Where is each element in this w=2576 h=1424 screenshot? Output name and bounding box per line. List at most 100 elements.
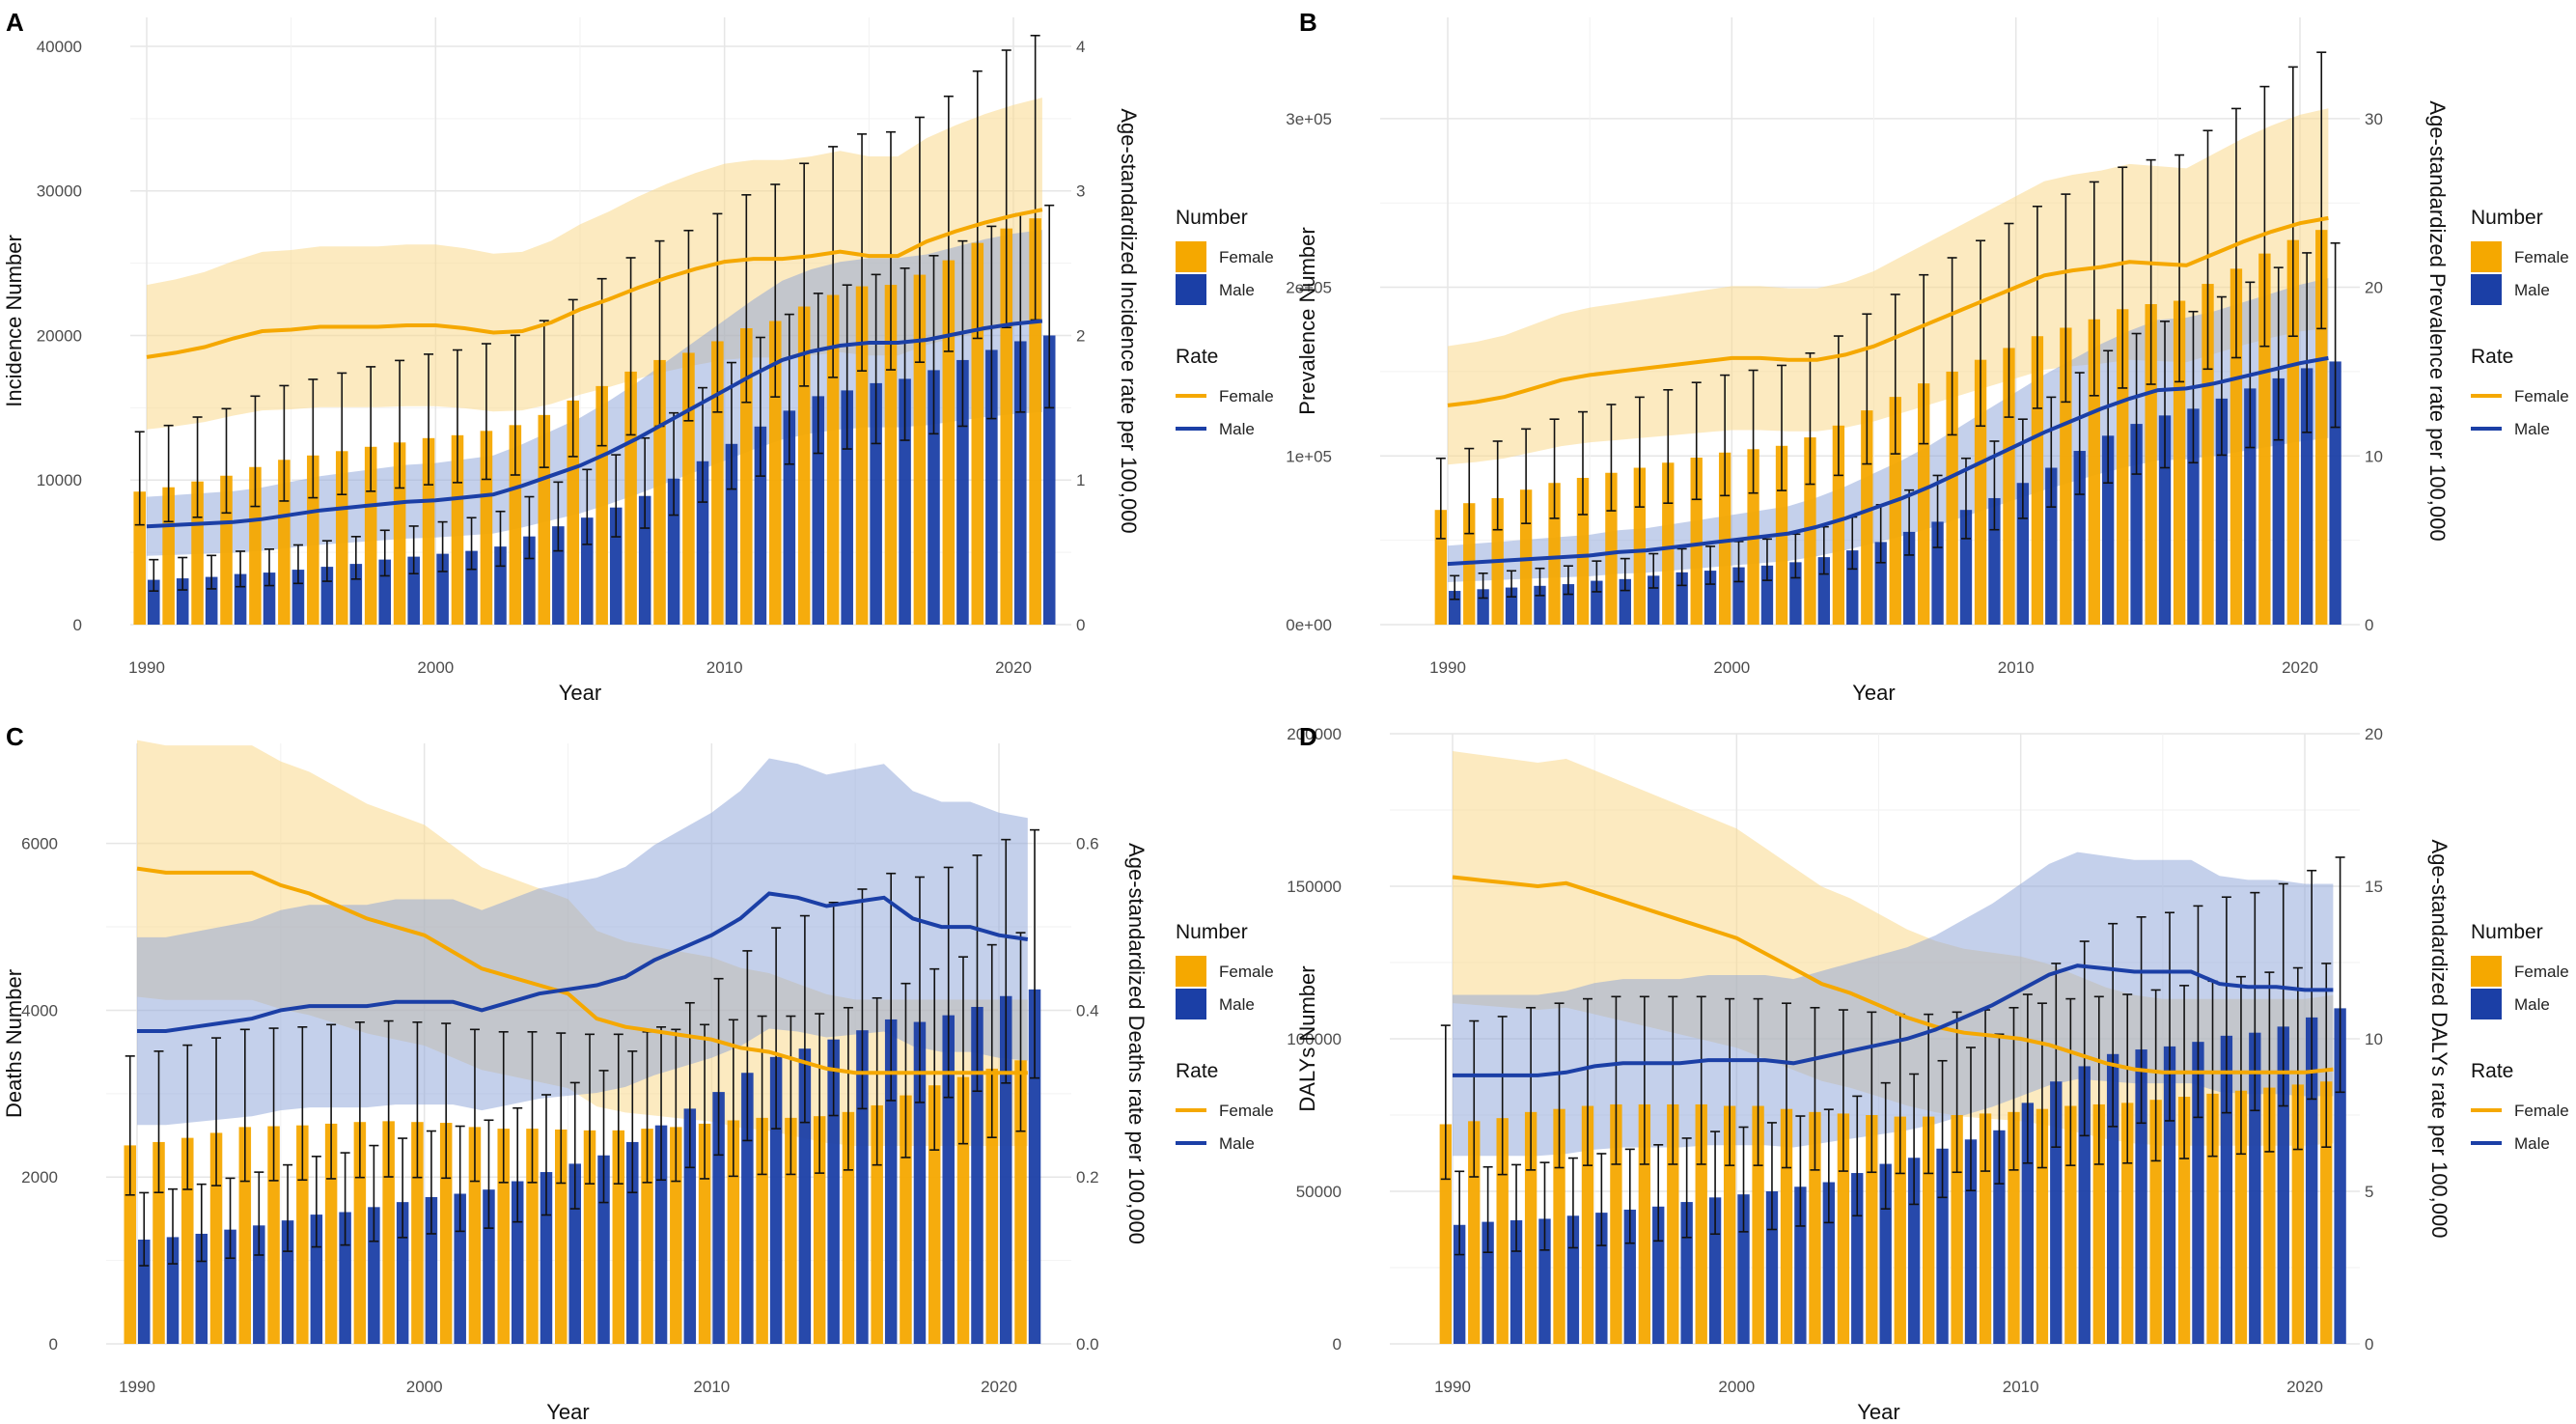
legend-female-label: Female bbox=[2514, 248, 2569, 266]
y-left-axis-label: DALYs Number bbox=[1295, 965, 1319, 1111]
x-tick-label: 1990 bbox=[1434, 1378, 1471, 1396]
y-left-tick-label: 6000 bbox=[21, 835, 58, 853]
legend-male-rate-label: Male bbox=[2514, 1134, 2550, 1153]
x-tick-label: 2000 bbox=[417, 658, 454, 677]
male-rate-line bbox=[1453, 963, 2334, 1077]
legend-male-rate-label: Male bbox=[2514, 420, 2550, 438]
y-right-tick-label: 3 bbox=[1076, 182, 1085, 201]
legend-rate-title: Rate bbox=[1176, 346, 1218, 368]
x-tick-label: 2010 bbox=[1998, 658, 2035, 677]
y-right-tick-label: 4 bbox=[1076, 38, 1085, 56]
legend-female-label: Female bbox=[1219, 248, 1274, 266]
y-right-tick-label: 0.4 bbox=[1076, 1001, 1099, 1019]
panel-label: C bbox=[6, 722, 24, 751]
y-left-axis-label: Incidence Number bbox=[2, 235, 26, 407]
legend: Number Female Male Rate Female Male bbox=[1176, 921, 1274, 1153]
y-right-tick-label: 0.2 bbox=[1076, 1168, 1099, 1187]
legend-male-swatch bbox=[1176, 989, 1206, 1019]
x-tick-label: 2020 bbox=[995, 658, 1032, 677]
x-axis-label: Year bbox=[1857, 1400, 1899, 1424]
y-left-tick-label: 30000 bbox=[37, 182, 82, 201]
x-axis-label: Year bbox=[1852, 681, 1895, 705]
legend-female-swatch bbox=[2471, 241, 2502, 272]
male-rate-line bbox=[137, 891, 1029, 1033]
legend-female-rate-label: Female bbox=[1219, 387, 1274, 405]
error-bars bbox=[125, 828, 1040, 1267]
legend-female-swatch bbox=[1176, 956, 1206, 987]
legend-female-swatch bbox=[2471, 956, 2502, 987]
y-left-tick-label: 20000 bbox=[37, 326, 82, 345]
y-left-axis-label: Deaths Number bbox=[2, 969, 26, 1118]
legend-female-rate-label: Female bbox=[1219, 1102, 1274, 1120]
y-left-tick-label: 0e+00 bbox=[1286, 616, 1332, 634]
x-tick-label: 2000 bbox=[1713, 658, 1750, 677]
x-tick-label: 2010 bbox=[706, 658, 743, 677]
x-tick-label: 2020 bbox=[2286, 1378, 2323, 1396]
y-left-axis-label: Prevalence Number bbox=[1295, 227, 1319, 414]
y-left-tick-label: 1e+05 bbox=[1286, 447, 1332, 465]
panel-label: D bbox=[1299, 722, 1317, 751]
y-right-tick-label: 0.0 bbox=[1076, 1335, 1099, 1354]
y-right-tick-label: 0 bbox=[2365, 1335, 2373, 1354]
y-right-tick-label: 2 bbox=[1076, 326, 1085, 345]
legend-male-swatch bbox=[1176, 274, 1206, 305]
legend-female-label: Female bbox=[1219, 963, 1274, 981]
y-right-tick-label: 15 bbox=[2365, 878, 2383, 896]
x-tick-label: 2020 bbox=[981, 1378, 1017, 1396]
y-right-axis-label: Age-standardized Incidence rate per 100,… bbox=[1117, 108, 1141, 533]
legend-male-swatch bbox=[2471, 274, 2502, 305]
y-right-tick-label: 10 bbox=[2365, 1030, 2383, 1048]
legend-number-title: Number bbox=[1176, 207, 1248, 229]
male-rate-line bbox=[146, 319, 1043, 529]
y-right-tick-label: 20 bbox=[2365, 279, 2383, 297]
x-tick-label: 1990 bbox=[128, 658, 165, 677]
legend-rate-title: Rate bbox=[1176, 1060, 1218, 1082]
panel-b: 0e+00 1e+05 2e+05 3e+05 0 10 20 30 1990 2000 2010 2… bbox=[1286, 8, 2568, 705]
x-tick-label: 2020 bbox=[2282, 658, 2318, 677]
legend-female-label: Female bbox=[2514, 963, 2569, 981]
y-left-tick-label: 10000 bbox=[37, 471, 82, 489]
y-right-axis-label: Age-standardized Deaths rate per 100,000 bbox=[1124, 843, 1149, 1244]
legend: Number Female Male Rate Female Male bbox=[1176, 207, 1274, 438]
legend-male-label: Male bbox=[1219, 281, 1255, 299]
y-right-tick-label: 0.6 bbox=[1076, 835, 1099, 853]
male-rate-line bbox=[1447, 355, 2329, 567]
y-right-tick-label: 0 bbox=[2365, 616, 2373, 634]
y-left-tick-label: 2e+05 bbox=[1286, 279, 1332, 297]
female-rate-line bbox=[1447, 215, 2329, 407]
panel-label: A bbox=[6, 8, 24, 37]
legend-male-label: Male bbox=[2514, 995, 2550, 1014]
y-left-tick-label: 40000 bbox=[37, 38, 82, 56]
y-left-tick-label: 0 bbox=[1333, 1335, 1342, 1354]
y-right-tick-label: 10 bbox=[2365, 447, 2383, 465]
y-left-tick-label: 4000 bbox=[21, 1001, 58, 1019]
y-left-tick-label: 50000 bbox=[1296, 1183, 1342, 1201]
legend-female-rate-label: Female bbox=[2514, 387, 2569, 405]
legend-number-title: Number bbox=[2471, 207, 2543, 229]
legend-number-title: Number bbox=[1176, 921, 1248, 943]
error-bars bbox=[1440, 856, 2345, 1256]
female-rate-line bbox=[1452, 875, 2334, 1075]
y-left-tick-label: 200000 bbox=[1287, 725, 1342, 743]
x-axis-label: Year bbox=[559, 681, 601, 705]
panel-d: 0 50000 100000 150000 200000 0 5 10 15 20 1990 2000… bbox=[1287, 722, 2568, 1424]
panel-c: 0 2000 4000 6000 0.0 0.2 0.4 0.6 1990 2000 2010 202… bbox=[2, 722, 1274, 1424]
x-tick-label: 2000 bbox=[1718, 1378, 1755, 1396]
y-right-tick-label: 30 bbox=[2365, 110, 2383, 128]
y-right-tick-label: 1 bbox=[1076, 471, 1085, 489]
error-bars bbox=[134, 34, 1055, 592]
y-left-tick-label: 3e+05 bbox=[1286, 110, 1332, 128]
female-rate-line bbox=[146, 208, 1043, 359]
x-tick-label: 2010 bbox=[693, 1378, 730, 1396]
y-right-tick-label: 5 bbox=[2365, 1183, 2373, 1201]
x-tick-label: 2000 bbox=[406, 1378, 443, 1396]
panel-a: 0 10000 20000 30000 40000 0 1 2 3 4 1990 2000 2010 20… bbox=[2, 8, 1274, 705]
error-bars bbox=[1435, 51, 2341, 600]
y-left-tick-label: 2000 bbox=[21, 1168, 58, 1187]
y-left-tick-label: 0 bbox=[49, 1335, 58, 1354]
y-left-tick-label: 100000 bbox=[1287, 1030, 1342, 1048]
legend-male-swatch bbox=[2471, 989, 2502, 1019]
x-tick-label: 1990 bbox=[119, 1378, 155, 1396]
x-axis-label: Year bbox=[546, 1400, 589, 1424]
